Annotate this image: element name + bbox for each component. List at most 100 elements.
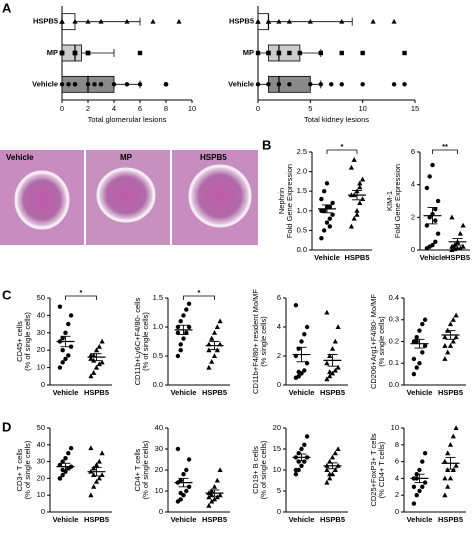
point — [354, 208, 360, 213]
point — [276, 82, 282, 87]
point — [163, 82, 169, 87]
point — [255, 50, 261, 56]
point — [181, 472, 186, 477]
point — [435, 231, 441, 236]
point — [211, 484, 218, 489]
glomerulus — [188, 164, 252, 228]
y-axis-label: (% of single cells) — [23, 312, 32, 371]
point — [63, 456, 68, 461]
y-tick-label: 10 — [37, 490, 45, 499]
y-tick-label: 0 — [277, 507, 281, 516]
point — [59, 18, 65, 24]
point — [339, 18, 345, 24]
category-label: HSPB5 — [33, 17, 58, 26]
point — [57, 476, 63, 481]
point — [424, 185, 430, 191]
y-tick-label: 0 — [395, 507, 399, 516]
x-tick-label: Vehicle — [171, 515, 197, 524]
point — [206, 347, 212, 353]
point — [327, 471, 333, 477]
point — [332, 450, 338, 456]
point — [339, 50, 344, 56]
point — [335, 364, 341, 370]
point — [417, 467, 422, 473]
point — [457, 245, 463, 251]
x-tick-label: Vehicle — [289, 388, 315, 397]
point — [217, 467, 223, 472]
point — [422, 451, 428, 456]
point — [265, 18, 272, 24]
point — [178, 490, 183, 496]
point — [178, 478, 183, 483]
y-tick-label: 20 — [155, 465, 163, 474]
y-tick-label: 2.0 — [297, 167, 307, 176]
x-tick-label: 10 — [358, 104, 366, 113]
point — [402, 50, 407, 56]
panel-label: A — [2, 0, 12, 15]
point — [293, 472, 299, 477]
point — [85, 18, 91, 24]
point — [214, 477, 220, 483]
point — [299, 463, 304, 468]
point — [318, 82, 323, 87]
histology-label: MP — [120, 153, 133, 162]
point — [297, 50, 303, 56]
y-tick-label: 4 — [395, 473, 399, 482]
y-axis-label: KIM-1 — [385, 191, 394, 211]
y-tick-label: 10 — [273, 465, 281, 474]
point — [206, 364, 212, 370]
point — [422, 343, 428, 349]
point — [422, 317, 428, 322]
y-tick-label: 8 — [395, 440, 399, 449]
y-tick-label: 40 — [37, 440, 45, 449]
point — [57, 304, 63, 309]
point — [175, 353, 181, 359]
point — [332, 367, 338, 373]
point — [447, 321, 454, 327]
significance-bracket — [65, 295, 97, 300]
point — [178, 319, 183, 324]
point — [327, 204, 332, 210]
point — [417, 488, 422, 494]
point — [111, 82, 117, 87]
x-axis-label: Total kidney lesions — [304, 115, 369, 124]
y-tick-label: 50 — [37, 293, 45, 302]
point — [137, 50, 143, 56]
significance-label: * — [341, 142, 344, 151]
y-axis-label: (% of single cells) — [259, 440, 268, 499]
point — [324, 376, 330, 382]
point — [450, 338, 456, 344]
y-tick-label: 0.2 — [389, 336, 399, 345]
y-tick-label: 0 — [159, 507, 163, 516]
y-tick-label: 0.0 — [153, 380, 163, 389]
point — [206, 494, 212, 500]
point — [370, 18, 376, 24]
point — [60, 472, 65, 478]
point — [214, 494, 220, 500]
point — [447, 343, 454, 348]
box — [268, 44, 301, 62]
point — [91, 484, 97, 489]
x-tick-label: Vehicle — [314, 253, 340, 262]
y-axis-label: CD206+Arg1+F4/80- Mo/MF — [369, 294, 378, 389]
y-axis-label: Fold Gene Expression — [285, 164, 294, 238]
point — [420, 321, 425, 327]
point — [319, 236, 324, 241]
point — [433, 206, 438, 212]
point — [411, 356, 417, 362]
point — [450, 433, 456, 439]
y-axis-label: (% of single cells) — [23, 440, 32, 499]
point — [360, 196, 366, 202]
point — [442, 356, 448, 361]
panel-label: C — [2, 287, 12, 302]
point — [324, 467, 330, 472]
point — [322, 189, 327, 194]
point — [175, 324, 181, 330]
point — [276, 50, 282, 56]
y-tick-label: 10 — [391, 423, 399, 432]
y-axis-label: CD25+FoxP3+ T cells — [369, 433, 378, 506]
point — [178, 497, 183, 502]
y-tick-label: 2 — [411, 212, 415, 221]
point — [414, 365, 419, 370]
point — [211, 330, 218, 335]
